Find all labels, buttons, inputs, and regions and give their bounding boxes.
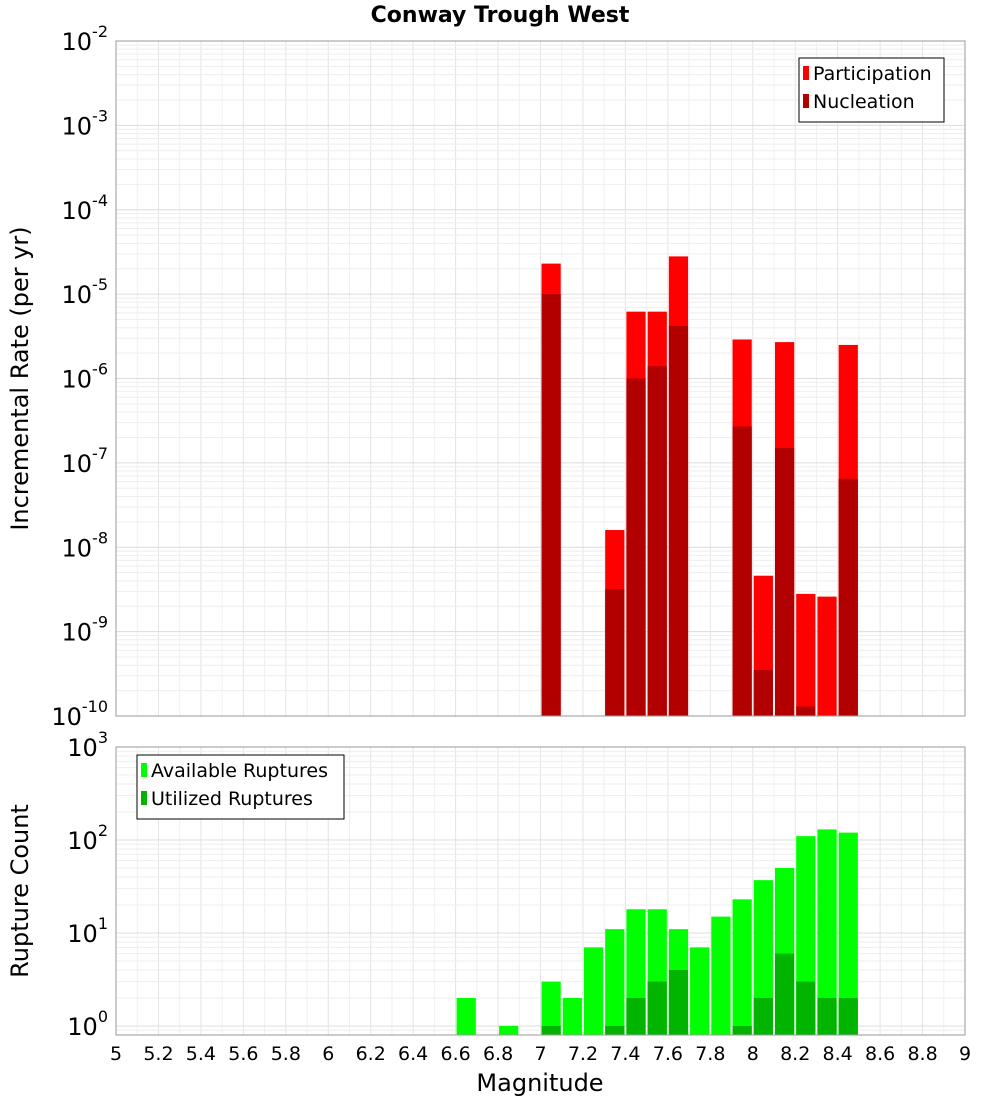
legend-label: Utilized Ruptures xyxy=(151,788,313,810)
bar-nucleation[interactable] xyxy=(626,378,646,717)
y-tick-label: 10-6 xyxy=(62,360,109,394)
plot-frame xyxy=(115,746,966,1036)
bars xyxy=(541,256,858,717)
y-axis-label: Rupture Count xyxy=(6,804,34,978)
bar-utilized-ruptures[interactable] xyxy=(732,1025,752,1035)
x-tick-label: 8.2 xyxy=(780,1043,810,1065)
legend: Available Ruptures Utilized Ruptures xyxy=(136,754,345,820)
bar-available-ruptures[interactable] xyxy=(605,929,625,1035)
y-tick-label: 103 xyxy=(67,728,108,762)
bar-available-ruptures[interactable] xyxy=(838,832,858,1035)
y-tick-label: 10-2 xyxy=(62,22,109,56)
y-tick-labels: 100 101 102 103 xyxy=(67,728,108,1041)
x-tick-label: 5 xyxy=(110,1043,122,1065)
legend-box xyxy=(798,57,945,123)
x-tick-label: 6 xyxy=(322,1043,334,1065)
bar-nucleation[interactable] xyxy=(668,325,689,716)
bar-available-ruptures[interactable] xyxy=(499,1025,519,1035)
bar-nucleation[interactable] xyxy=(796,706,816,716)
bar-participation[interactable] xyxy=(796,593,816,716)
legend-label: Nucleation xyxy=(813,91,915,113)
x-tick-label: 7.2 xyxy=(568,1043,598,1065)
y-tick-label: 10-8 xyxy=(62,528,109,562)
legend-swatch xyxy=(141,763,147,777)
legend: Participation Nucleation xyxy=(798,57,945,123)
y-tick-label: 10-9 xyxy=(62,613,109,647)
bar-utilized-ruptures[interactable] xyxy=(626,997,646,1035)
x-tick-label: 8.4 xyxy=(823,1043,853,1065)
x-axis-label: Magnitude xyxy=(476,1069,603,1097)
x-tick-label: 5.6 xyxy=(228,1043,258,1065)
x-tick-label: 6.2 xyxy=(356,1043,386,1065)
bar-nucleation[interactable] xyxy=(753,670,773,716)
legend-swatch xyxy=(141,791,147,805)
plot-frame xyxy=(115,40,966,717)
bar-available-ruptures[interactable] xyxy=(690,947,710,1035)
y-tick-label: 102 xyxy=(67,821,108,855)
x-tick-label: 7 xyxy=(534,1043,546,1065)
bar-utilized-ruptures[interactable] xyxy=(541,1025,561,1035)
bar-nucleation[interactable] xyxy=(605,589,625,716)
bar-available-ruptures[interactable] xyxy=(711,916,731,1035)
bar-available-ruptures[interactable] xyxy=(817,829,837,1035)
y-tick-label: 10-7 xyxy=(62,444,109,478)
bar-participation[interactable] xyxy=(817,596,837,716)
x-tick-label: 6.4 xyxy=(398,1043,428,1065)
x-tick-label: 8 xyxy=(747,1043,759,1065)
bars xyxy=(456,829,858,1035)
legend-label: Participation xyxy=(813,63,932,85)
legend-label: Available Ruptures xyxy=(151,760,328,782)
bar-available-ruptures[interactable] xyxy=(562,997,582,1035)
bar-available-ruptures[interactable] xyxy=(541,981,561,1035)
y-tick-label: 100 xyxy=(67,1007,108,1041)
x-tick-label: 9 xyxy=(959,1043,971,1065)
panel-count: 100 101 102 103 Rupture Count Available Ruptu… xyxy=(6,728,966,1041)
bar-nucleation[interactable] xyxy=(541,294,561,716)
bar-utilized-ruptures[interactable] xyxy=(774,953,795,1035)
bar-nucleation[interactable] xyxy=(838,478,858,716)
y-axis-label: Incremental Rate (per yr) xyxy=(6,226,34,530)
x-tick-labels: 5 5.2 5.4 5.6 5.8 6 6.2 6.4 6.6 6.8 7 7.2 7.4 7.6 7.8 8… xyxy=(110,1043,971,1065)
bar-nucleation[interactable] xyxy=(732,426,752,716)
legend-box xyxy=(136,754,345,820)
gridlines xyxy=(115,40,966,717)
bar-utilized-ruptures[interactable] xyxy=(753,997,773,1035)
x-tick-label: 5.4 xyxy=(186,1043,216,1065)
x-tick-label: 7.8 xyxy=(695,1043,725,1065)
bar-available-ruptures[interactable] xyxy=(732,899,752,1035)
bar-utilized-ruptures[interactable] xyxy=(647,981,667,1035)
x-tick-label: 7.6 xyxy=(653,1043,683,1065)
bar-nucleation[interactable] xyxy=(774,448,795,716)
legend-swatch xyxy=(803,94,809,108)
series-utilized-ruptures xyxy=(541,953,858,1035)
y-tick-label: 10-4 xyxy=(62,191,109,225)
bar-nucleation[interactable] xyxy=(647,366,667,716)
chart-title: Conway Trough West xyxy=(371,3,630,28)
bar-utilized-ruptures[interactable] xyxy=(817,997,837,1035)
y-tick-labels: 10-10 10-9 10-8 10-7 10-6 10-5 10-4 10-3 10-2 xyxy=(51,22,108,731)
bar-available-ruptures[interactable] xyxy=(456,997,476,1035)
series-nucleation xyxy=(541,294,858,717)
x-tick-label: 7.4 xyxy=(610,1043,640,1065)
x-tick-label: 6.6 xyxy=(440,1043,470,1065)
x-tick-label: 6.8 xyxy=(483,1043,513,1065)
x-tick-label: 8.6 xyxy=(865,1043,895,1065)
x-tick-label: 8.8 xyxy=(907,1043,937,1065)
bar-utilized-ruptures[interactable] xyxy=(605,1025,625,1035)
bar-utilized-ruptures[interactable] xyxy=(838,997,858,1035)
legend-swatch xyxy=(803,66,809,80)
bar-utilized-ruptures[interactable] xyxy=(796,981,816,1035)
bar-utilized-ruptures[interactable] xyxy=(668,969,689,1035)
x-tick-label: 5.2 xyxy=(143,1043,173,1065)
panel-rate: 10-10 10-9 10-8 10-7 10-6 10-5 10-4 10-3 10-2 Inc… xyxy=(6,22,966,731)
y-tick-label: 10-3 xyxy=(62,106,109,140)
y-tick-label: 10-10 xyxy=(51,697,108,731)
bar-available-ruptures[interactable] xyxy=(583,947,604,1035)
y-tick-label: 101 xyxy=(67,914,108,948)
bar-available-ruptures[interactable] xyxy=(753,880,773,1035)
x-tick-label: 5.8 xyxy=(271,1043,301,1065)
y-tick-label: 10-5 xyxy=(62,275,109,309)
